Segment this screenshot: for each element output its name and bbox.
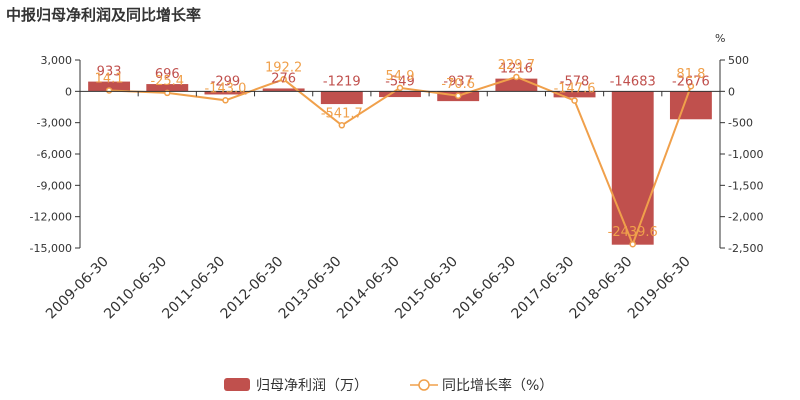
bar (204, 91, 247, 95)
right-tick-label: -2,500 (728, 242, 763, 255)
left-tick-label: -6,000 (37, 148, 72, 161)
right-tick-label: -500 (728, 117, 753, 130)
line-value-label: 54.9 (386, 69, 415, 84)
bar-value-label: 276 (271, 71, 296, 86)
line-value-label: -2439.6 (608, 225, 658, 240)
right-axis-unit: % (715, 32, 725, 45)
line-value-label: 192.2 (265, 60, 302, 75)
bar-value-label: -1219 (323, 74, 361, 89)
right-tick-label: -1,000 (728, 148, 763, 161)
left-tick-label: 0 (65, 85, 72, 98)
bar (495, 78, 538, 92)
line-value-label: 14.1 (95, 71, 124, 86)
line-point (105, 87, 113, 94)
line-point (338, 122, 346, 129)
legend: 归母净利润（万） 同比增长率（%） (224, 377, 553, 394)
legend-line-label: 同比增长率（%） (442, 377, 553, 394)
bar (146, 84, 189, 92)
line-point (629, 240, 636, 248)
bar (611, 91, 654, 245)
bar-value-label: -14683 (610, 74, 656, 89)
bar (320, 91, 363, 105)
growth-line (109, 75, 692, 247)
line-point (396, 84, 404, 92)
bar-value-label: 696 (155, 67, 180, 82)
line-value-label: -541.7 (321, 106, 363, 121)
bar-value-label: -578 (560, 74, 590, 89)
line-point (687, 82, 695, 90)
right-tick-label: -1,500 (728, 179, 763, 192)
bar (88, 81, 131, 92)
bar (262, 88, 305, 92)
bar-value-label: -299 (211, 74, 241, 89)
left-tick-label: -15,000 (30, 242, 72, 255)
chart-title: 中报归母净利润及同比增长率 (6, 6, 202, 24)
line-point (513, 73, 520, 81)
line-value-label: -25.4 (150, 74, 184, 89)
x-tick-label: 2019-06-30 (625, 254, 694, 323)
bar-value-label: -937 (443, 74, 473, 89)
right-tick-label: 500 (728, 54, 749, 67)
bar-value-label: -2676 (672, 74, 710, 89)
left-tick-label: 3,000 (41, 54, 73, 67)
line-point (280, 76, 287, 83)
left-tick-label: -12,000 (30, 211, 72, 224)
legend-bar-swatch (224, 378, 250, 391)
left-axis: 3,000 0 -3,000 -6,000 -9,000 -12,000 -15,000 (30, 54, 81, 255)
line-series (105, 73, 695, 248)
bar-value-label: 1216 (500, 62, 533, 77)
line-value-label: 229.7 (498, 58, 535, 73)
legend-line-marker (418, 379, 430, 391)
bar-value-label: 933 (97, 65, 122, 80)
line-value-label: -70.6 (441, 77, 475, 92)
bar (379, 91, 421, 98)
bar (553, 91, 596, 98)
bar (669, 91, 712, 120)
data-labels: 933 696 -299 276 -1219 -549 -937 1216 -578 -14683… (95, 58, 710, 240)
left-tick-label: -3,000 (37, 117, 72, 130)
left-tick-label: -9,000 (37, 179, 72, 192)
line-value-label: -147.6 (554, 82, 596, 97)
right-tick-label: 0 (728, 85, 735, 98)
line-point (454, 92, 462, 100)
legend-bar-label: 归母净利润（万） (256, 377, 368, 394)
line-point (571, 97, 578, 104)
bar-value-label: -549 (385, 74, 415, 89)
line-point (222, 97, 229, 104)
right-axis: 500 0 -500 -1,000 -1,500 -2,000 -2,500% (715, 32, 763, 255)
right-tick-label: -2,000 (728, 211, 763, 224)
bar-series (88, 78, 712, 245)
line-value-label: 81.8 (676, 67, 705, 82)
line-value-label: -143.0 (204, 81, 246, 96)
